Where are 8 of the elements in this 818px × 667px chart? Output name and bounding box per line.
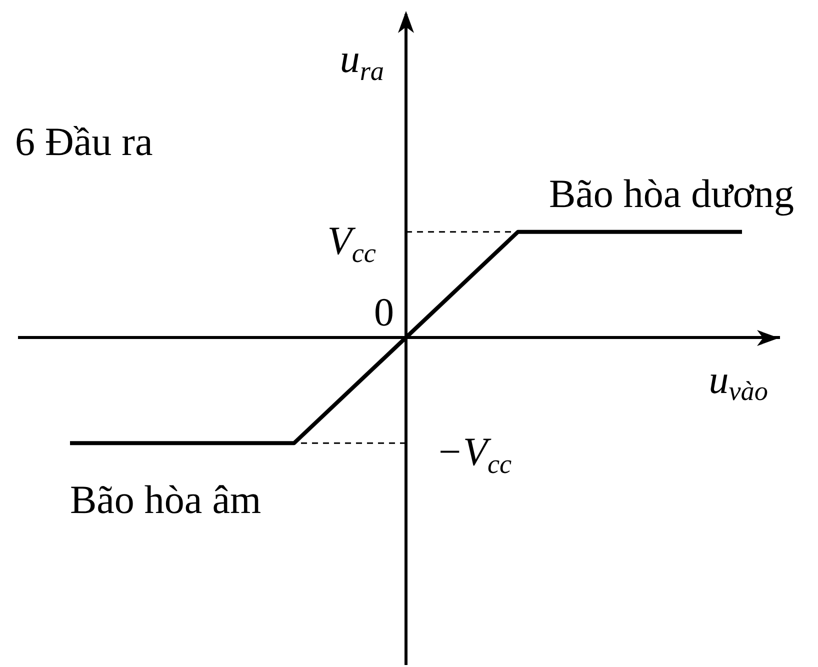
annotation: 0 xyxy=(374,290,394,334)
text: Bão hòa âm xyxy=(70,477,262,522)
text: Bão hòa dương xyxy=(548,170,794,216)
ref-line-label: −V$_{cc}$ xyxy=(436,429,512,479)
y-axis-title: u$_{ra}$ xyxy=(340,36,384,86)
x-axis-title: u$_{vào}$ xyxy=(708,356,768,406)
text: 6 Đầu ra xyxy=(15,119,153,164)
ref-line-label: V$_{cc}$ xyxy=(327,218,376,268)
